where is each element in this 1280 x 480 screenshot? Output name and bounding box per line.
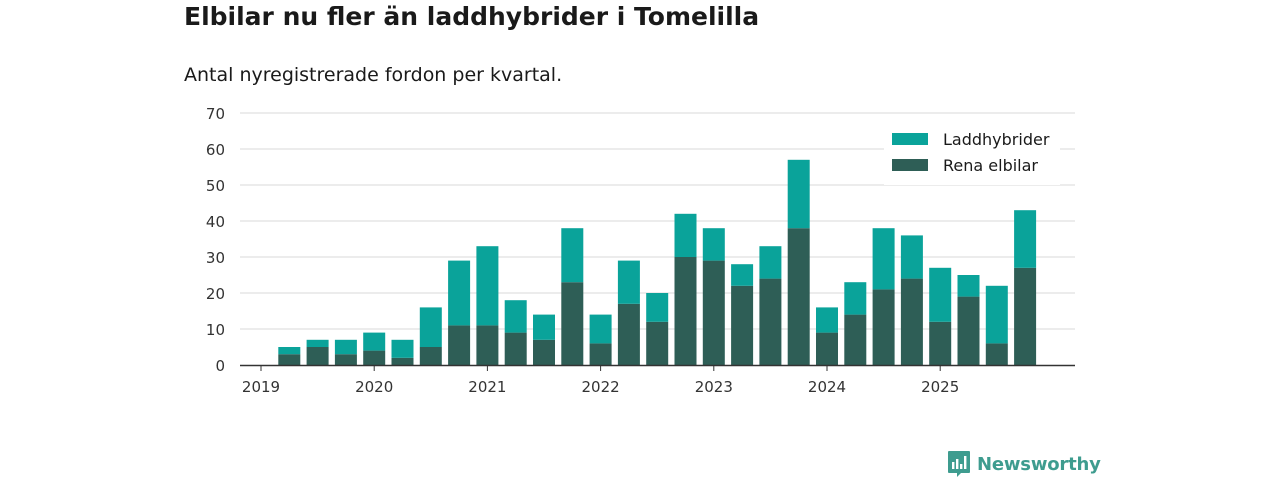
legend-box [884, 121, 1060, 185]
bar-rena-elbilar [419, 347, 442, 365]
legend-label: Laddhybrider [943, 130, 1050, 149]
brand-name: Newsworthy [977, 453, 1101, 475]
bar-laddhybrider [985, 285, 1008, 344]
bar-laddhybrider [731, 264, 754, 286]
brand-logo: Newsworthy [947, 450, 1101, 478]
bar-laddhybrider [419, 307, 442, 347]
legend-label: Rena elbilar [943, 156, 1038, 175]
x-tick-label: 2022 [582, 378, 620, 396]
y-tick-label: 20 [206, 285, 225, 303]
bar-rena-elbilar [448, 325, 471, 365]
bar-rena-elbilar [334, 354, 357, 365]
bar-rena-elbilar [702, 260, 725, 365]
bar-laddhybrider [504, 300, 527, 333]
y-tick-label: 0 [215, 357, 225, 375]
bar-rena-elbilar [646, 321, 669, 365]
bar-rena-elbilar [617, 303, 640, 365]
y-tick-label: 30 [206, 249, 225, 267]
bar-rena-elbilar [476, 325, 499, 365]
bar-rena-elbilar [674, 257, 697, 365]
bar-laddhybrider [957, 275, 980, 297]
bar-laddhybrider [844, 282, 867, 315]
bar-laddhybrider [702, 228, 725, 261]
bar-rena-elbilar [759, 278, 782, 365]
bar-laddhybrider [476, 246, 499, 326]
bar-rena-elbilar [929, 321, 952, 365]
x-tick-label: 2019 [242, 378, 280, 396]
y-tick-label: 50 [206, 177, 225, 195]
bar-rena-elbilar [957, 296, 980, 365]
legend-swatch [892, 133, 928, 145]
bar-rena-elbilar [278, 354, 301, 365]
bar-laddhybrider [391, 339, 414, 358]
x-tick-label: 2025 [921, 378, 959, 396]
bar-laddhybrider [674, 213, 697, 257]
bar-rena-elbilar [504, 332, 527, 365]
legend-swatch [892, 159, 928, 171]
chart-title: Elbilar nu fler än laddhybrider i Tomeli… [184, 2, 760, 31]
bar-rena-elbilar [533, 339, 555, 365]
y-tick-label: 70 [206, 105, 225, 123]
bar-laddhybrider [872, 228, 895, 290]
bar-laddhybrider [900, 235, 923, 279]
x-tick-label: 2020 [355, 378, 393, 396]
bar-rena-elbilar [787, 228, 810, 365]
bar-laddhybrider [448, 260, 471, 326]
bar-rena-elbilar [731, 285, 754, 365]
bar-laddhybrider [278, 347, 301, 355]
chart-subtitle: Antal nyregistrerade fordon per kvartal. [184, 64, 563, 86]
bar-rena-elbilar [900, 278, 923, 365]
bar-rena-elbilar [844, 314, 867, 365]
x-tick-label: 2021 [468, 378, 506, 396]
bar-rena-elbilar [589, 343, 612, 365]
x-tick-label: 2023 [695, 378, 733, 396]
y-tick-label: 10 [206, 321, 225, 339]
bar-rena-elbilar [816, 332, 838, 365]
bar-rena-elbilar [985, 343, 1008, 365]
bar-laddhybrider [533, 314, 555, 340]
bar-rena-elbilar [872, 289, 895, 365]
bar-laddhybrider [363, 332, 386, 351]
y-tick-label: 40 [206, 213, 225, 231]
bar-laddhybrider [1014, 210, 1037, 268]
bar-laddhybrider [646, 293, 669, 322]
bar-rena-elbilar [306, 347, 329, 365]
bar-laddhybrider [306, 339, 329, 347]
bar-laddhybrider [561, 228, 584, 283]
bar-rena-elbilar [363, 350, 386, 365]
bar-rena-elbilar [1014, 267, 1037, 365]
bar-rena-elbilar [391, 357, 414, 365]
bar-laddhybrider [759, 246, 782, 279]
bar-laddhybrider [617, 260, 640, 304]
bar-rena-elbilar [561, 282, 584, 365]
bar-laddhybrider [334, 339, 357, 355]
bar-laddhybrider [589, 314, 612, 344]
bar-laddhybrider [787, 159, 810, 229]
bar-laddhybrider [816, 307, 838, 333]
bar-laddhybrider [929, 267, 952, 322]
y-tick-label: 60 [206, 141, 225, 159]
x-tick-label: 2024 [808, 378, 846, 396]
newsworthy-logo-icon [948, 451, 970, 477]
